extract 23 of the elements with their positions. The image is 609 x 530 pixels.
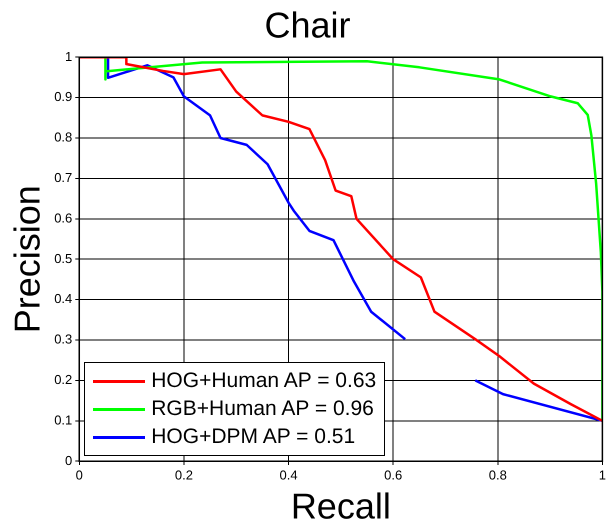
y-tick-label: 0.1	[54, 412, 72, 428]
y-tick-label: 0.5	[54, 250, 72, 266]
x-tick-label: 1	[598, 468, 606, 483]
x-tick-label: 0.4	[279, 468, 298, 483]
x-axis-title: Recall	[290, 485, 391, 526]
y-axis-title: Precision	[6, 185, 48, 334]
chart-title: Chair	[264, 4, 351, 46]
y-tick-label: 0.6	[54, 210, 72, 226]
y-tick-label: 0.9	[54, 89, 72, 104]
y-tick-label: 0.3	[54, 332, 72, 347]
y-tick-label: 1	[65, 48, 72, 64]
y-tick-label: 0.2	[54, 372, 72, 387]
y-tick-label: 0	[65, 452, 72, 468]
y-tick-label: 0.7	[54, 170, 72, 185]
y-tick-label: 0.8	[54, 130, 72, 145]
x-tick-label: 0	[76, 468, 83, 483]
y-tick-label: 0.4	[54, 291, 72, 306]
legend-label: HOG+Human AP = 0.63	[151, 368, 376, 394]
legend-label: RGB+Human AP = 0.96	[151, 396, 374, 422]
legend-label: HOG+DPM AP = 0.51	[151, 424, 356, 450]
x-tick-label: 0.2	[174, 468, 193, 483]
x-tick-label: 0.8	[488, 468, 507, 483]
x-tick-label: 0.6	[384, 468, 402, 483]
